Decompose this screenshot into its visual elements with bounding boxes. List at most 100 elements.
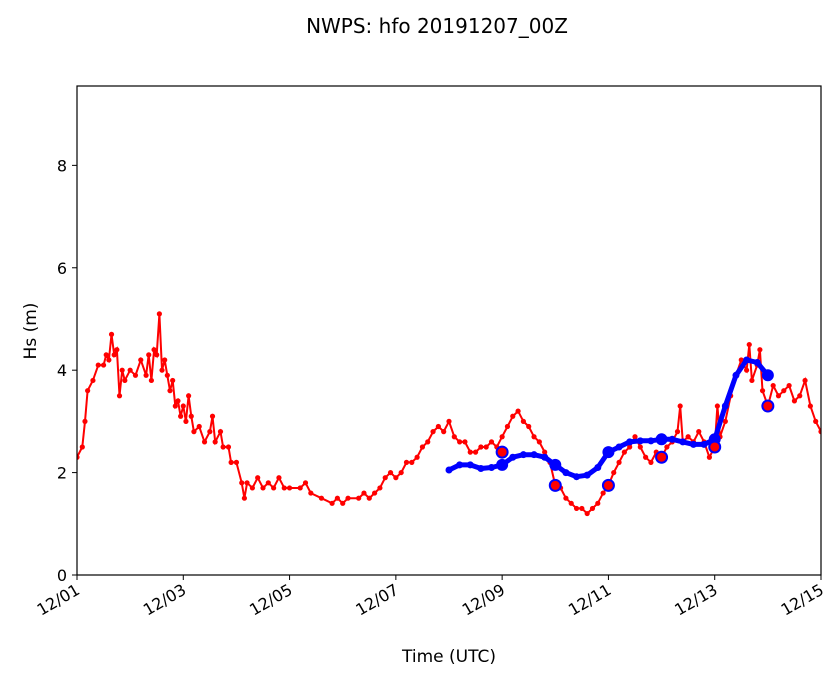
observed-point (664, 444, 670, 450)
observed-point (151, 347, 157, 353)
observed-point (111, 352, 117, 358)
model-daily-point (761, 369, 774, 382)
observed-point (318, 495, 325, 501)
observed-point (446, 418, 452, 424)
observed-point (403, 459, 410, 465)
observed-point (382, 475, 388, 481)
observed-point (510, 413, 516, 419)
y-axis: 0 2 4 6 8 (57, 156, 77, 585)
observed-point (85, 388, 91, 394)
x-axis-label: Time (UTC) (401, 647, 496, 667)
observed-point (722, 418, 728, 424)
observed-point (77, 454, 80, 460)
observed-at-model-time-point (655, 450, 669, 464)
observed-point (212, 439, 218, 445)
observed-point (100, 362, 107, 368)
observed-at-model-time-point (548, 478, 562, 492)
series-group (77, 311, 821, 517)
observed-point (813, 418, 819, 424)
observed-point (706, 454, 713, 460)
observed-point (520, 418, 527, 424)
observed-point (637, 444, 643, 450)
axes-frame (76, 85, 822, 576)
observed-point (818, 429, 821, 435)
observed-point (159, 367, 165, 373)
observed-point (462, 439, 468, 445)
model-daily-point (549, 458, 562, 471)
observed-point (82, 418, 88, 424)
y-tick-label: 2 (57, 464, 67, 483)
y-tick-label: 6 (57, 259, 67, 278)
observed-point (108, 331, 115, 337)
observed-point (148, 377, 154, 384)
observed-point (196, 423, 202, 430)
observed-point (233, 459, 240, 465)
y-tick-label: 4 (57, 361, 67, 380)
observed-point (188, 413, 194, 419)
observed-point (244, 480, 250, 486)
observed-point (308, 490, 314, 496)
model-daily-point (602, 446, 615, 459)
observed-at-model-time-point (495, 445, 509, 459)
model-point (594, 463, 602, 471)
model-point (689, 440, 697, 448)
observed-point (164, 372, 170, 378)
model-point (466, 461, 474, 469)
observed-point (393, 475, 399, 481)
observed-point (387, 469, 394, 476)
observed-point (276, 475, 282, 481)
observed-point (791, 398, 798, 404)
model-point (626, 438, 634, 446)
observed-point (122, 377, 128, 384)
model-point (477, 464, 485, 472)
observed-point (138, 357, 144, 363)
observed-point (143, 372, 149, 378)
observed-point (175, 398, 181, 404)
observed-point (627, 444, 633, 450)
model-point (636, 437, 644, 445)
observed-point (478, 444, 484, 450)
observed-point (162, 357, 168, 363)
observed-point (802, 377, 808, 384)
model-point (647, 437, 655, 445)
observed-point (228, 459, 234, 465)
observed-point (119, 367, 125, 373)
observed-point (467, 449, 473, 455)
observed-point (696, 429, 702, 435)
observed-point (146, 352, 152, 358)
observed-point (239, 480, 245, 486)
observed-point (536, 439, 542, 445)
observed-point (563, 495, 569, 501)
observed-at-model-time-point (601, 478, 615, 492)
observed-point (685, 434, 691, 440)
observed-point (220, 444, 226, 450)
observed-point (807, 403, 813, 409)
observed-point (759, 388, 766, 394)
observed-point (797, 393, 803, 399)
observed-point (106, 357, 112, 363)
model-point (573, 473, 581, 481)
observed-point (286, 485, 293, 491)
observed-point (103, 352, 109, 358)
model-point (753, 359, 761, 367)
observed-point (116, 393, 123, 399)
observed-point (451, 434, 457, 440)
observed-point (568, 500, 574, 506)
observed-point (775, 393, 782, 399)
observed-point (600, 490, 606, 496)
observed-point (167, 388, 173, 394)
observed-point (345, 495, 351, 501)
observed-point (186, 393, 192, 399)
observed-point (441, 429, 447, 435)
observed-point (757, 347, 763, 353)
observed-point (499, 434, 505, 440)
observed-point (297, 485, 303, 491)
observed-point (542, 449, 548, 455)
observed-point (579, 505, 585, 512)
observed-point (488, 439, 495, 445)
model-daily-point (655, 433, 668, 446)
observed-point (414, 454, 420, 460)
plot-area (77, 311, 821, 517)
observed-point (361, 490, 367, 496)
